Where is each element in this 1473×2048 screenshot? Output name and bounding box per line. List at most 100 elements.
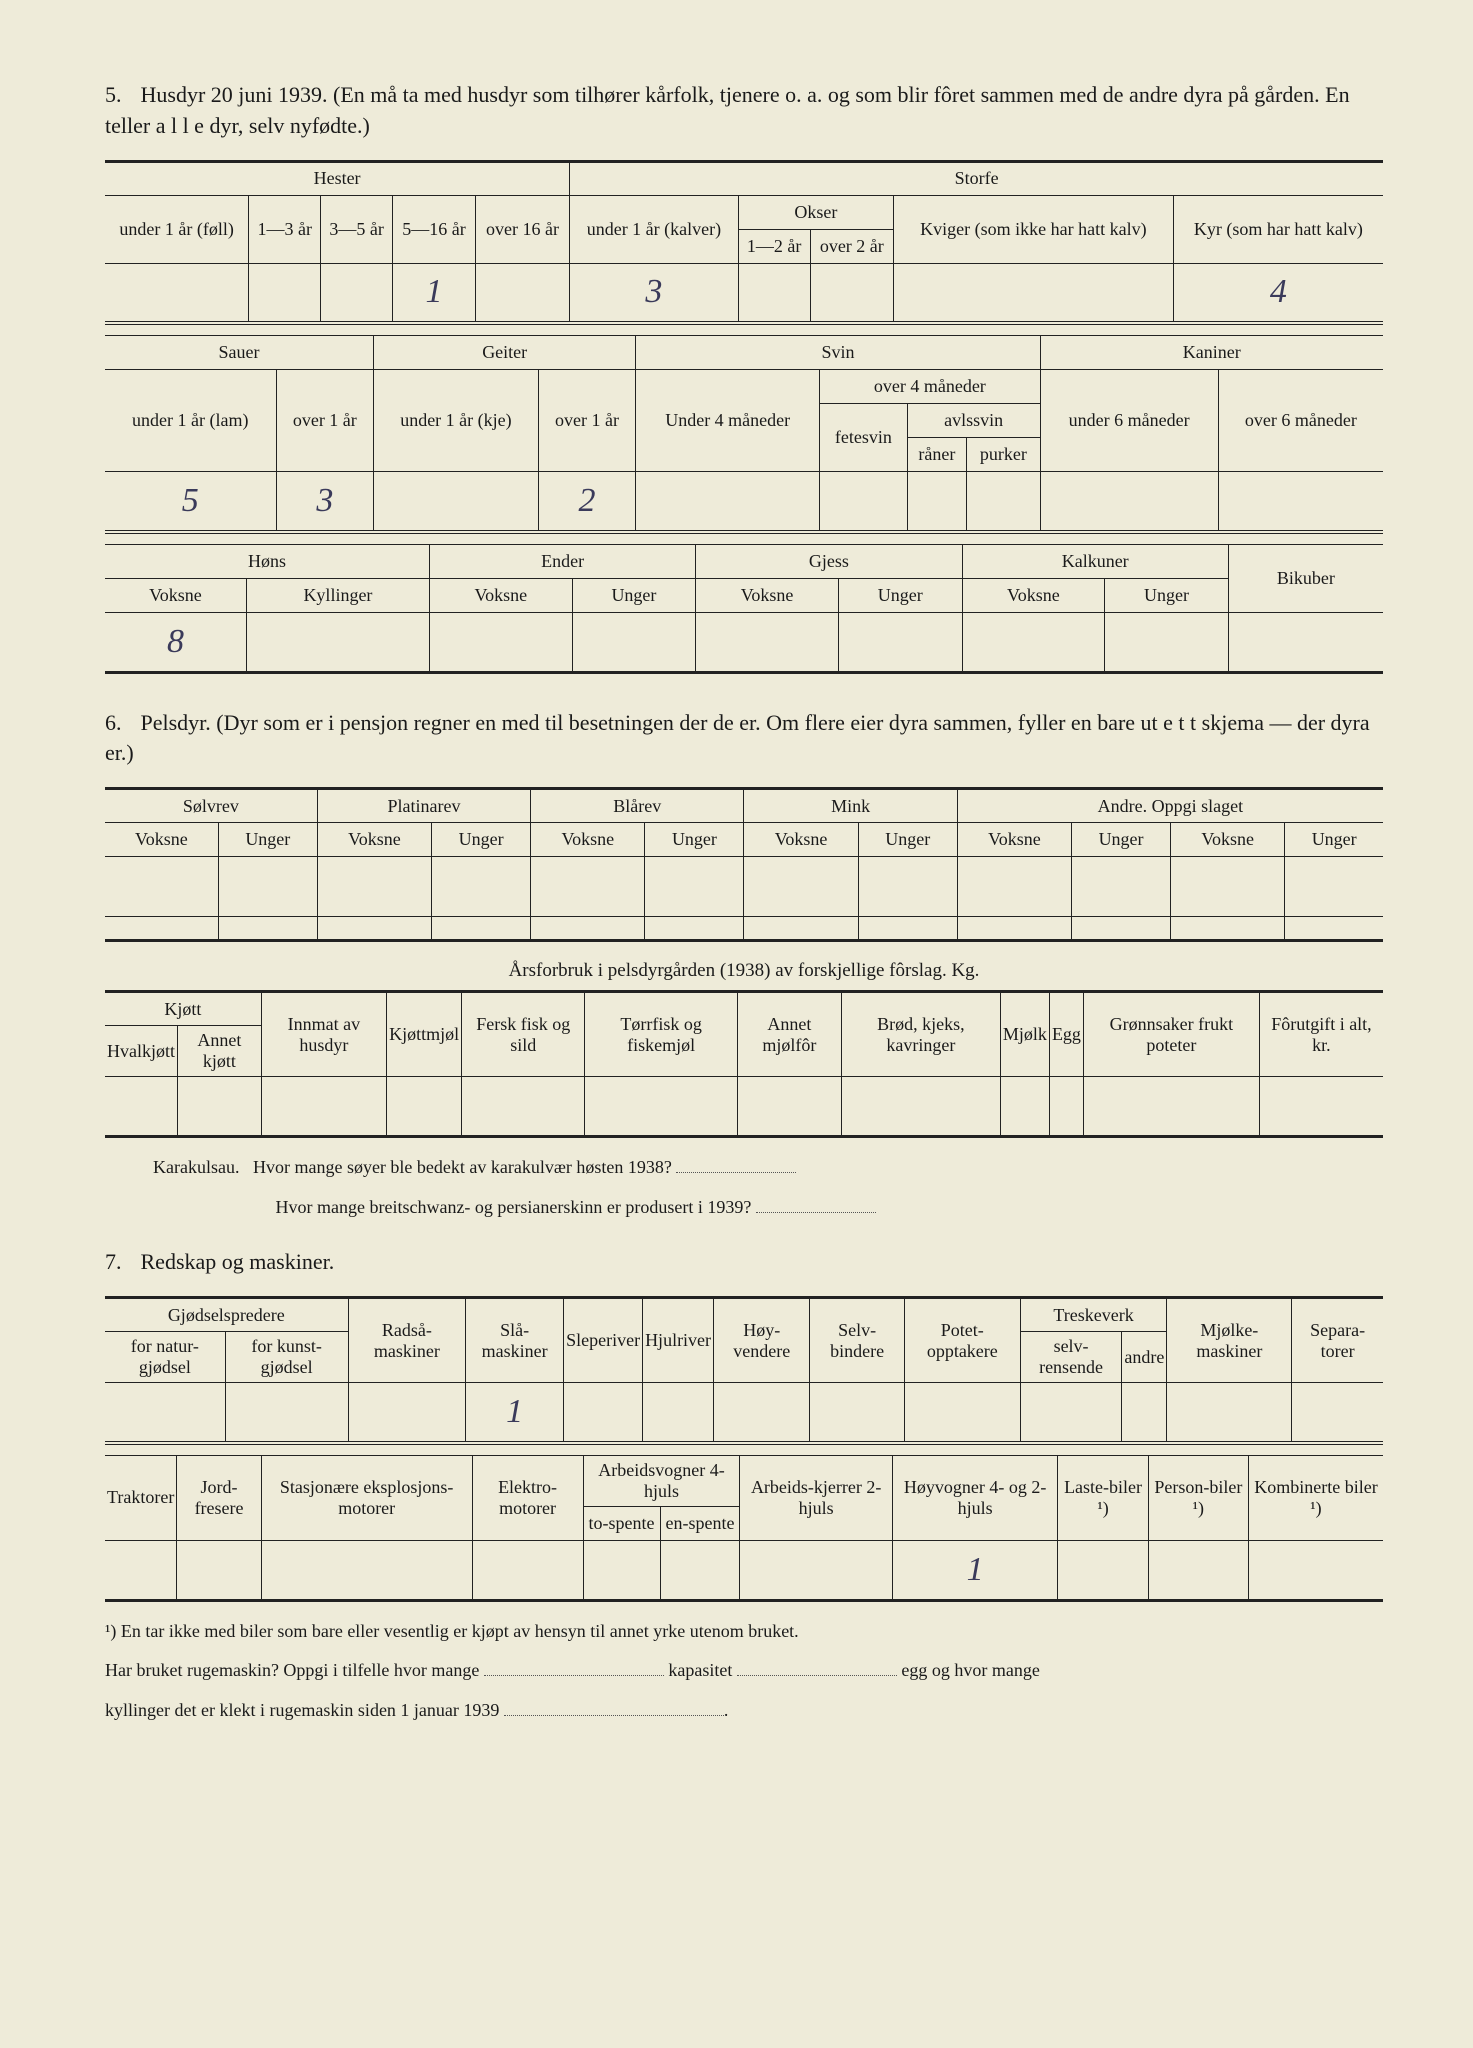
geiter-label: Geiter: [374, 336, 636, 370]
arbeidskjerrer-label: Arbeids-kjerrer 2-hjuls: [740, 1455, 892, 1540]
rugemaskin-q2: kyllinger det er klekt i rugemaskin side…: [105, 1700, 499, 1720]
val-okser-1-2: [738, 263, 810, 323]
col-kanin-u6: under 6 måneder: [1040, 370, 1218, 472]
val-gjess-v: [696, 612, 839, 672]
feed-caption: Årsforbruk i pelsdyrgården (1938) av for…: [105, 952, 1383, 992]
section-6-title: Pelsdyr. (Dyr som er i pensjon regner en…: [105, 710, 1370, 766]
hoyvogner-label: Høyvogner 4- og 2-hjuls: [892, 1455, 1058, 1540]
col-svin-u4: Under 4 måneder: [636, 370, 820, 472]
hons-label: Høns: [105, 544, 429, 578]
av-en-label: en-spente: [660, 1506, 740, 1540]
ender-voksne: Voksne: [429, 578, 572, 612]
val-ender-v: [429, 612, 572, 672]
jordfresere-label: Jord-fresere: [177, 1455, 261, 1540]
treskeverk-label: Treskeverk: [1020, 1298, 1167, 1332]
val-lastebiler: [1058, 1540, 1148, 1600]
tv-andre-label: andre: [1122, 1332, 1167, 1383]
kjott-label: Kjøtt: [105, 992, 261, 1026]
mk-v: Voksne: [744, 823, 858, 857]
annetmjolfor-label: Annet mjølfôr: [737, 992, 841, 1077]
kalkuner-unger: Unger: [1105, 578, 1229, 612]
val-jordfresere: [177, 1540, 261, 1600]
col-geit-over1: over 1 år: [538, 370, 636, 472]
br-v: Voksne: [531, 823, 645, 857]
rugemaskin-q1a: Har bruket rugemaskin? Oppgi i tilfelle …: [105, 1660, 479, 1680]
personbiler-label: Person-biler ¹): [1148, 1455, 1248, 1540]
hjulriver-label: Hjulriver: [643, 1298, 714, 1383]
mjolke-label: Mjølke-maskiner: [1167, 1298, 1292, 1383]
hons-kyllinger: Kyllinger: [246, 578, 429, 612]
hvalkjott-label: Hvalkjøtt: [105, 1026, 178, 1077]
val-arbeidskjerrer: [740, 1540, 892, 1600]
val-kjottmjol: [387, 1077, 462, 1137]
egg-label: Egg: [1049, 992, 1083, 1077]
mink-label: Mink: [744, 789, 957, 823]
col-1-3: 1—3 år: [249, 195, 321, 263]
val-geit-over1: 2: [538, 472, 636, 532]
karakul-q2: Hvor mange breitschwanz- og persianerski…: [276, 1197, 752, 1217]
platinarev-label: Platinarev: [317, 789, 530, 823]
br-u: Unger: [645, 823, 744, 857]
col-kalver: under 1 år (kalver): [570, 195, 739, 263]
rugemaskin-blank3: [504, 1698, 724, 1716]
gjess-voksne: Voksne: [696, 578, 839, 612]
gjess-label: Gjess: [696, 544, 962, 578]
traktorer-label: Traktorer: [105, 1455, 177, 1540]
val-brod: [841, 1077, 1000, 1137]
ferskfisk-label: Fersk fisk og sild: [462, 992, 585, 1077]
val-a1-v: [957, 857, 1071, 917]
section-7-heading: 7. Redskap og maskiner.: [105, 1247, 1383, 1278]
kjottmjol-label: Kjøttmjøl: [387, 992, 462, 1077]
g-natur-label: for natur-gjødsel: [105, 1332, 225, 1383]
val-a1-u: [1072, 857, 1171, 917]
arbeidsvogner-label: Arbeidsvogner 4-hjuls: [583, 1455, 740, 1506]
val-br-v: [531, 857, 645, 917]
annetkjott-label: Annet kjøtt: [178, 1026, 262, 1077]
col-svin-o4: over 4 måneder: [820, 370, 1041, 404]
scanned-form-page: 5. Husdyr 20 juni 1939. (En må ta med hu…: [0, 0, 1473, 2048]
val-mjolke: [1167, 1383, 1292, 1443]
val-ender-u: [572, 612, 696, 672]
val-gronnsaker: [1083, 1077, 1259, 1137]
val-hest-over-16: [475, 263, 569, 323]
kalkuner-voksne: Voksne: [962, 578, 1105, 612]
col-kyr: Kyr (som har hatt kalv): [1173, 195, 1383, 263]
table-redskap-2: Traktorer Jord-fresere Stasjonære eksplo…: [105, 1455, 1383, 1602]
val-kalkuner-u: [1105, 612, 1229, 672]
val-kanin-u6: [1040, 472, 1218, 532]
col-over-16: over 16 år: [475, 195, 569, 263]
val-hest-1-3: [249, 263, 321, 323]
val-svin-u4: [636, 472, 820, 532]
footnote-text: ¹) En tar ikke med biler som bare eller …: [105, 1621, 799, 1641]
solvrev-label: Sølvrev: [105, 789, 317, 823]
val-sla: 1: [466, 1383, 564, 1443]
hoyvendere-label: Høy-vendere: [714, 1298, 810, 1383]
section-5-heading: 5. Husdyr 20 juni 1939. (En må ta med hu…: [105, 80, 1383, 142]
potet-label: Potet-opptakere: [904, 1298, 1020, 1383]
mjolk-label: Mjølk: [1000, 992, 1049, 1077]
val-hest-5-16: 1: [393, 263, 476, 323]
col-geit-kje: under 1 år (kje): [374, 370, 539, 472]
col-okser-1-2: 1—2 år: [738, 229, 810, 263]
val-av-en: [660, 1540, 740, 1600]
kombinerte-label: Kombinerte biler ¹): [1248, 1455, 1383, 1540]
val-tv-selv: [1020, 1383, 1122, 1443]
val-kalkuner-v: [962, 612, 1105, 672]
val-separ: [1292, 1383, 1383, 1443]
rugemaskin-blank2: [737, 1658, 897, 1676]
val-elektro: [472, 1540, 583, 1600]
bikuber-label: Bikuber: [1228, 544, 1383, 612]
val-br-u: [645, 857, 744, 917]
val-av-to: [583, 1540, 660, 1600]
pr-v: Voksne: [317, 823, 431, 857]
val-mjolk: [1000, 1077, 1049, 1137]
val-hons-v: 8: [105, 612, 246, 672]
karakul-block: Karakulsau. Hvor mange søyer ble bedekt …: [105, 1148, 1383, 1227]
val-hjulriver: [643, 1383, 714, 1443]
gjess-unger: Unger: [838, 578, 962, 612]
val-hoyvogner: 1: [892, 1540, 1058, 1600]
svin-label: Svin: [636, 336, 1040, 370]
forutgift-label: Fôrutgift i alt, kr.: [1259, 992, 1383, 1077]
rugemaskin-q1b: kapasitet: [668, 1660, 732, 1680]
val-tv-andre: [1122, 1383, 1167, 1443]
